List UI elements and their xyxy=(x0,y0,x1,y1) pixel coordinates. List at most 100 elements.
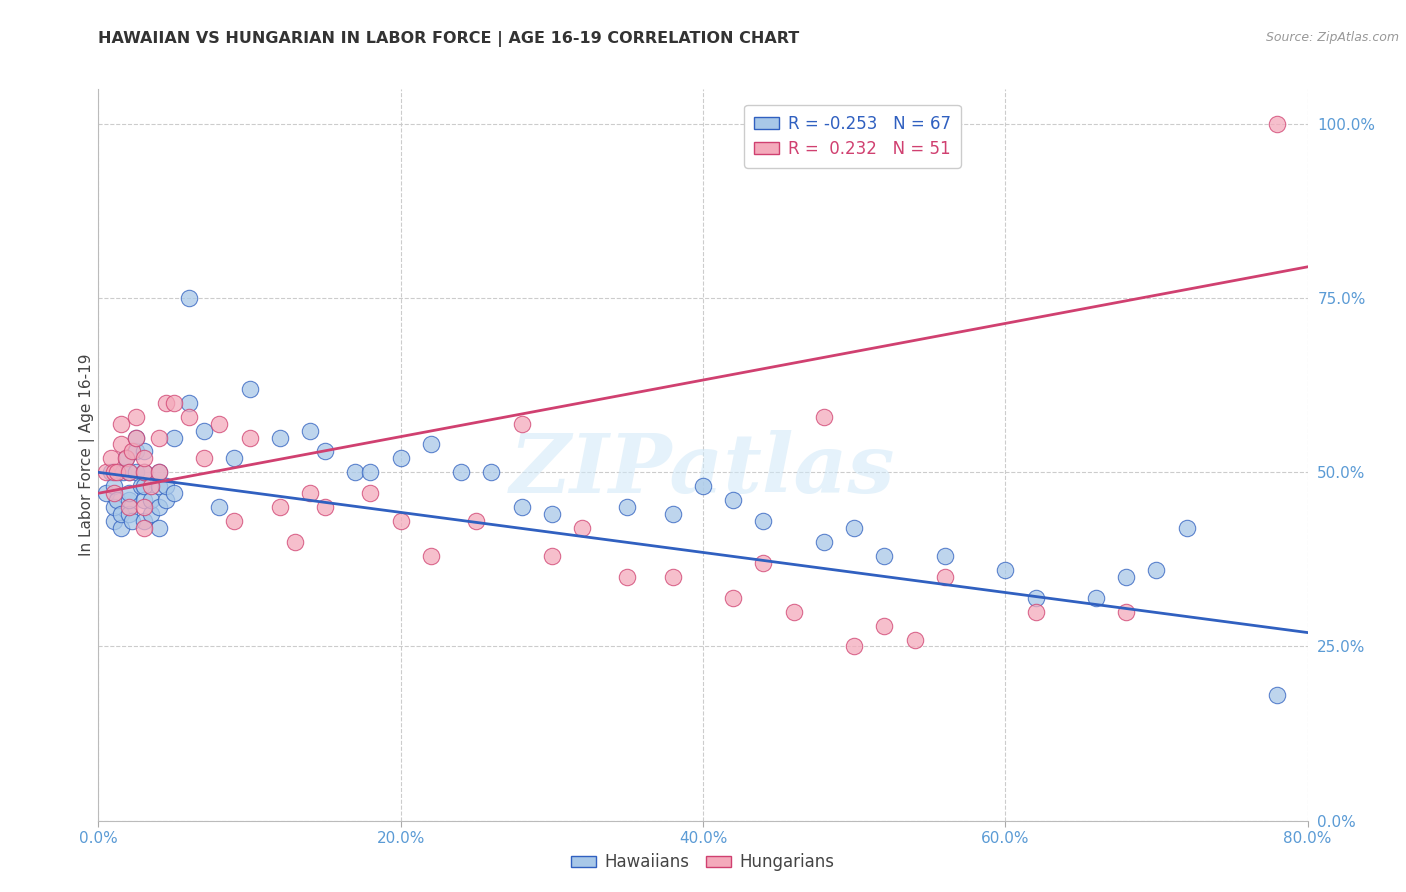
Point xyxy=(844,640,866,654)
Point xyxy=(450,466,472,480)
Point xyxy=(105,466,128,480)
Point xyxy=(125,430,148,444)
Text: ZIPatlas: ZIPatlas xyxy=(510,430,896,509)
Point xyxy=(114,451,136,466)
Point xyxy=(132,493,155,508)
Point xyxy=(389,451,412,466)
Point xyxy=(1175,521,1198,535)
Point xyxy=(177,395,201,409)
Point xyxy=(111,466,134,480)
Point xyxy=(1024,605,1046,619)
Point xyxy=(1265,688,1288,702)
Point xyxy=(103,514,125,528)
Point xyxy=(239,382,262,396)
Point xyxy=(419,549,441,563)
Point xyxy=(873,549,896,563)
Point xyxy=(224,451,246,466)
Point xyxy=(110,417,132,431)
Point xyxy=(148,521,170,535)
Point xyxy=(132,500,155,515)
Point xyxy=(110,507,132,521)
Point xyxy=(129,479,152,493)
Point xyxy=(661,570,683,584)
Point xyxy=(299,486,322,500)
Point xyxy=(155,395,177,409)
Point xyxy=(314,500,336,515)
Point xyxy=(269,500,291,515)
Point xyxy=(114,451,136,466)
Point xyxy=(692,479,714,493)
Point xyxy=(752,556,775,570)
Point xyxy=(224,514,246,528)
Point xyxy=(118,493,141,508)
Point xyxy=(284,535,307,549)
Point xyxy=(148,430,170,444)
Point xyxy=(94,486,117,500)
Point xyxy=(844,521,866,535)
Point xyxy=(208,417,231,431)
Point xyxy=(125,409,148,424)
Point xyxy=(141,507,163,521)
Point xyxy=(239,430,262,444)
Point xyxy=(721,493,744,508)
Point xyxy=(1265,117,1288,131)
Point xyxy=(1115,605,1137,619)
Point xyxy=(193,451,215,466)
Y-axis label: In Labor Force | Age 16-19: In Labor Force | Age 16-19 xyxy=(79,353,96,557)
Point xyxy=(510,417,533,431)
Point xyxy=(813,535,835,549)
Point xyxy=(994,563,1017,577)
Point xyxy=(360,466,382,480)
Point xyxy=(163,486,186,500)
Point xyxy=(177,291,201,305)
Point xyxy=(100,451,122,466)
Point xyxy=(132,466,155,480)
Point xyxy=(105,493,128,508)
Point xyxy=(132,466,155,480)
Text: HAWAIIAN VS HUNGARIAN IN LABOR FORCE | AGE 16-19 CORRELATION CHART: HAWAIIAN VS HUNGARIAN IN LABOR FORCE | A… xyxy=(98,31,800,47)
Point xyxy=(100,466,122,480)
Point xyxy=(269,430,291,444)
Point xyxy=(125,444,148,458)
Point xyxy=(148,500,170,515)
Point xyxy=(125,466,148,480)
Point xyxy=(148,466,170,480)
Point xyxy=(148,479,170,493)
Point xyxy=(121,444,143,458)
Point xyxy=(934,549,956,563)
Point xyxy=(94,466,117,480)
Point xyxy=(721,591,744,605)
Point xyxy=(419,437,441,451)
Point xyxy=(118,466,141,480)
Point xyxy=(121,514,143,528)
Point xyxy=(118,466,141,480)
Point xyxy=(389,514,412,528)
Point xyxy=(193,424,215,438)
Point xyxy=(110,521,132,535)
Point xyxy=(540,549,562,563)
Point xyxy=(571,521,593,535)
Point xyxy=(360,486,382,500)
Point xyxy=(155,493,177,508)
Point xyxy=(752,514,775,528)
Point xyxy=(1024,591,1046,605)
Point xyxy=(110,437,132,451)
Point xyxy=(132,451,155,466)
Point xyxy=(132,521,155,535)
Point xyxy=(208,500,231,515)
Point xyxy=(873,618,896,632)
Legend: Hawaiians, Hungarians: Hawaiians, Hungarians xyxy=(565,847,841,878)
Point xyxy=(141,479,163,493)
Point xyxy=(141,493,163,508)
Point xyxy=(132,514,155,528)
Point xyxy=(163,395,186,409)
Point xyxy=(782,605,804,619)
Point xyxy=(177,409,201,424)
Point xyxy=(616,500,638,515)
Point xyxy=(118,507,141,521)
Point xyxy=(103,466,125,480)
Point xyxy=(1144,563,1167,577)
Point xyxy=(1115,570,1137,584)
Point xyxy=(125,430,148,444)
Point xyxy=(118,486,141,500)
